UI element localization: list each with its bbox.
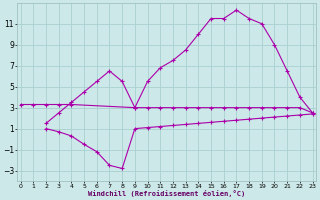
X-axis label: Windchill (Refroidissement éolien,°C): Windchill (Refroidissement éolien,°C) xyxy=(88,190,245,197)
